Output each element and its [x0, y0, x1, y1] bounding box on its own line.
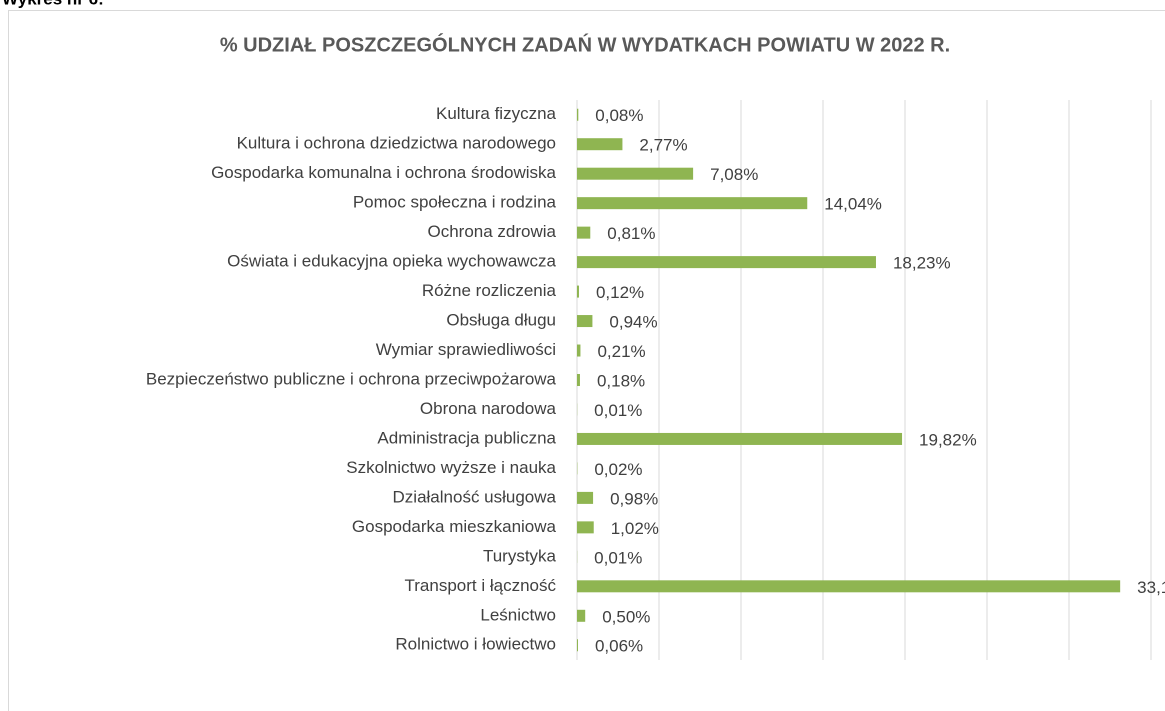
y-tick-label: Obrona narodowa: [420, 399, 557, 418]
value-label: 0,98%: [610, 489, 658, 508]
y-tick-label: Administracja publiczna: [377, 428, 556, 447]
bar: [577, 491, 594, 504]
bar: [577, 315, 593, 328]
value-label: 0,01%: [594, 548, 642, 567]
bar: [577, 108, 579, 121]
y-tick-label: Kultura i ochrona dziedzictwa narodowego: [237, 134, 556, 153]
y-tick-label: Transport i łączność: [405, 576, 557, 595]
y-tick-label: Rolnictwo i łowiectwo: [395, 635, 556, 654]
value-label: 0,50%: [602, 607, 650, 626]
value-label: 0,01%: [594, 401, 642, 420]
y-tick-label: Oświata i edukacyjna opieka wychowawcza: [227, 252, 556, 271]
y-tick-label: Kultura fizyczna: [436, 104, 557, 123]
value-label: 14,04%: [824, 195, 882, 214]
value-label: 0,18%: [597, 371, 645, 390]
y-tick-label: Gospodarka mieszkaniowa: [352, 517, 557, 536]
bar: [577, 580, 1121, 593]
y-tick-label: Gospodarka komunalna i ochrona środowisk…: [211, 163, 556, 182]
y-tick-label: Szkolnictwo wyższe i nauka: [346, 458, 556, 477]
value-label: 0,21%: [597, 342, 645, 361]
y-tick-label: Bezpieczeństwo publiczne i ochrona przec…: [146, 369, 557, 388]
bar: [577, 167, 694, 180]
bar: [577, 432, 903, 445]
y-tick-label: Ochrona zdrowia: [427, 222, 556, 241]
value-label: 1,02%: [611, 519, 659, 538]
value-label: 18,23%: [893, 254, 951, 273]
bar: [577, 521, 594, 534]
value-label: 19,82%: [919, 430, 977, 449]
bar: [577, 197, 808, 210]
value-label: 0,06%: [595, 637, 643, 656]
value-label: 0,08%: [595, 106, 643, 125]
y-tick-label: Wymiar sprawiedliwości: [376, 340, 556, 359]
y-tick-label: Pomoc społeczna i rodzina: [353, 193, 557, 212]
chart-title: % UDZIAŁ POSZCZEGÓLNYCH ZADAŃ W WYDATKAC…: [220, 32, 950, 56]
value-label: 0,12%: [596, 283, 644, 302]
value-label: 0,02%: [594, 460, 642, 479]
chart-frame: [8, 10, 1165, 711]
y-tick-label: Turystyka: [483, 546, 557, 565]
bar: [577, 374, 580, 386]
bar: [577, 256, 876, 269]
value-label: 0,94%: [609, 313, 657, 332]
bar: [577, 639, 578, 652]
y-tick-label: Działalność usługowa: [393, 487, 557, 506]
value-label: 33,12%: [1137, 578, 1165, 597]
bar: [577, 609, 586, 622]
y-tick-label: Leśnictwo: [480, 605, 556, 624]
y-tick-label: Obsługa długu: [446, 311, 556, 330]
value-label: 2,77%: [639, 136, 687, 155]
caption: Wykres nr 6:: [2, 0, 104, 8]
bar: [577, 344, 581, 357]
bar: [577, 226, 591, 239]
y-tick-label: Różne rozliczenia: [422, 281, 557, 300]
value-label: 0,81%: [607, 224, 655, 243]
bar: [577, 138, 623, 151]
value-label: 7,08%: [710, 165, 758, 184]
bar: [577, 285, 579, 298]
